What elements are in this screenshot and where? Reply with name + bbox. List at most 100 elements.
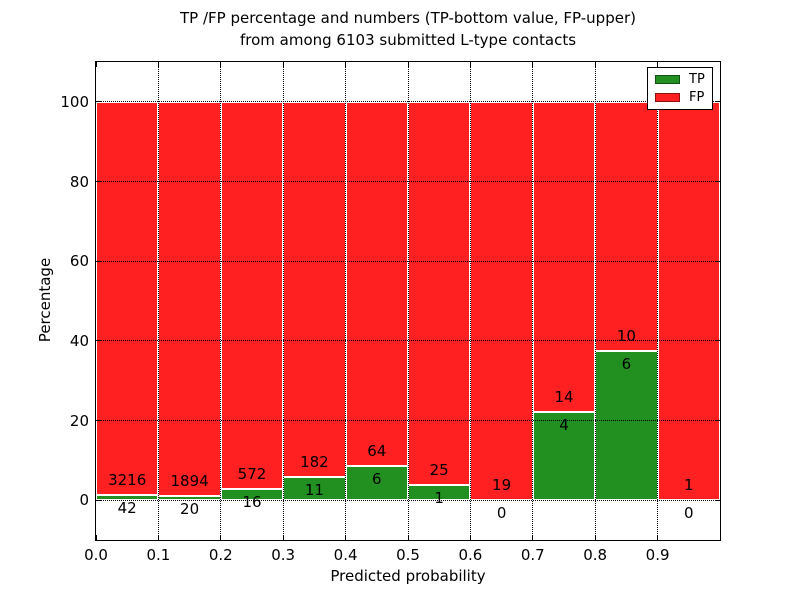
bar-count-tp: 11: [304, 481, 324, 500]
bar-count-tp: 6: [372, 470, 382, 489]
bar-count-tp: 16: [242, 493, 262, 512]
x-tickmark: [657, 535, 659, 540]
x-tickmark: [532, 535, 534, 540]
y-tickmark-right: [715, 260, 720, 262]
x-tick-label: 0.2: [208, 546, 233, 564]
legend-label-tp: TP: [689, 71, 705, 87]
bar-count-tp: 4: [559, 415, 569, 434]
gridline-vertical: [157, 62, 159, 540]
gridline-horizontal: [96, 181, 720, 182]
bar-segment-tp: [345, 466, 408, 501]
x-tickmark: [469, 535, 471, 540]
x-tickmark: [407, 535, 409, 540]
legend-swatch-tp-icon: [655, 75, 680, 84]
x-tickmark-top: [594, 62, 596, 67]
y-tick-label: 40: [69, 331, 89, 350]
y-tickmark-right: [715, 181, 720, 182]
y-tickmark: [96, 101, 101, 103]
y-axis-label: Percentage: [36, 257, 54, 343]
bar-segment-fp: [470, 101, 533, 501]
y-tickmark-right: [715, 420, 720, 421]
bar-segment-fp: [220, 101, 284, 490]
y-tick-label: 20: [69, 411, 89, 430]
x-tickmark: [282, 535, 284, 540]
x-tickmark-top: [157, 62, 159, 67]
legend-item-fp: FP: [655, 90, 705, 105]
bar-segment-fp: [345, 101, 408, 467]
gridline-vertical: [282, 62, 284, 540]
bar-segment-fp: [283, 101, 346, 478]
gridline-vertical: [657, 62, 659, 540]
y-tickmark: [96, 340, 101, 342]
x-tick-label: 0.0: [84, 546, 108, 564]
bar-count-tp: 6: [621, 354, 632, 373]
x-axis-label: Predicted probability: [330, 567, 486, 585]
y-tick-label: 80: [69, 172, 89, 191]
x-tick-label: 0.7: [520, 546, 545, 564]
x-tickmark-top: [95, 62, 97, 67]
x-tickmark-top: [282, 62, 284, 67]
bar-count-fp: 64: [367, 442, 387, 461]
bar-count-fp: 1: [684, 476, 694, 495]
bar-count-tp: 0: [496, 504, 507, 523]
gridline-horizontal: [96, 260, 720, 262]
y-tickmark: [96, 499, 101, 501]
y-tick-label: 60: [69, 252, 89, 271]
gridline-horizontal: [96, 101, 720, 103]
legend-item-tp: TP: [655, 71, 705, 87]
x-tick-label: 0.9: [645, 546, 670, 564]
chart-title-line1: TP /FP percentage and numbers (TP-bottom…: [180, 9, 636, 27]
x-tickmark-top: [220, 62, 222, 67]
gridline-vertical: [220, 62, 222, 540]
bar-segment-tp: [158, 496, 221, 501]
gridline-horizontal: [96, 499, 720, 501]
x-tickmark-top: [407, 62, 409, 67]
legend: TP FP: [647, 67, 713, 110]
bar-segment-fp: [657, 101, 720, 501]
gridline-horizontal: [96, 340, 720, 342]
x-tick-label: 0.5: [396, 546, 420, 564]
y-tickmark: [96, 260, 101, 262]
y-tickmark-right: [715, 340, 720, 342]
bar-count-fp: 19: [492, 476, 512, 495]
bar-count-tp: 20: [180, 500, 200, 518]
bar-segment-fp: [595, 101, 658, 351]
y-tickmark: [96, 181, 101, 182]
gridline-horizontal: [96, 420, 720, 421]
x-tickmark-top: [532, 62, 534, 67]
gridline-vertical: [469, 62, 471, 540]
plot-area: TP FP 3216 42 1894 20 572 16 182 11 64 6 25 1 19 0 14 4…: [95, 61, 721, 541]
bar-count-fp: 572: [237, 465, 267, 484]
x-tick-label: 0.8: [583, 546, 608, 564]
bar-count-fp: 1894: [170, 472, 209, 490]
bar-segment-tp: [595, 350, 658, 501]
y-tick-label: 0: [79, 491, 89, 510]
bar-segment-fp: [532, 101, 596, 412]
chart-title-line2: from among 6103 submitted L-type contact…: [239, 31, 577, 49]
x-tickmark: [220, 535, 222, 540]
y-tickmark: [96, 420, 101, 421]
gridline-vertical: [345, 62, 347, 540]
y-tickmark-right: [715, 101, 720, 103]
x-tickmark: [157, 535, 159, 540]
x-tick-label: 0.4: [333, 546, 358, 564]
bar-count-fp: 10: [616, 326, 636, 345]
bar-segment-tp: [408, 484, 471, 501]
bar-count-fp: 14: [554, 387, 574, 406]
bar-count-tp: 1: [434, 488, 444, 507]
gridline-vertical: [532, 62, 534, 540]
bar-count-fp: 25: [429, 460, 449, 479]
gridline-vertical: [407, 62, 409, 540]
legend-swatch-fp-icon: [655, 93, 680, 102]
x-tickmark: [345, 535, 347, 540]
x-tickmark-top: [345, 62, 347, 67]
bar-segment-fp: [96, 101, 159, 496]
y-tickmark-right: [715, 499, 720, 501]
chart-title: TP /FP percentage and numbers (TP-bottom…: [96, 7, 720, 51]
bar-count-fp: 182: [300, 453, 329, 472]
x-tick-label: 0.6: [458, 546, 483, 564]
x-tickmark: [95, 535, 97, 540]
bar-count-tp: 42: [117, 499, 137, 518]
x-tick-label: 0.3: [271, 546, 296, 564]
